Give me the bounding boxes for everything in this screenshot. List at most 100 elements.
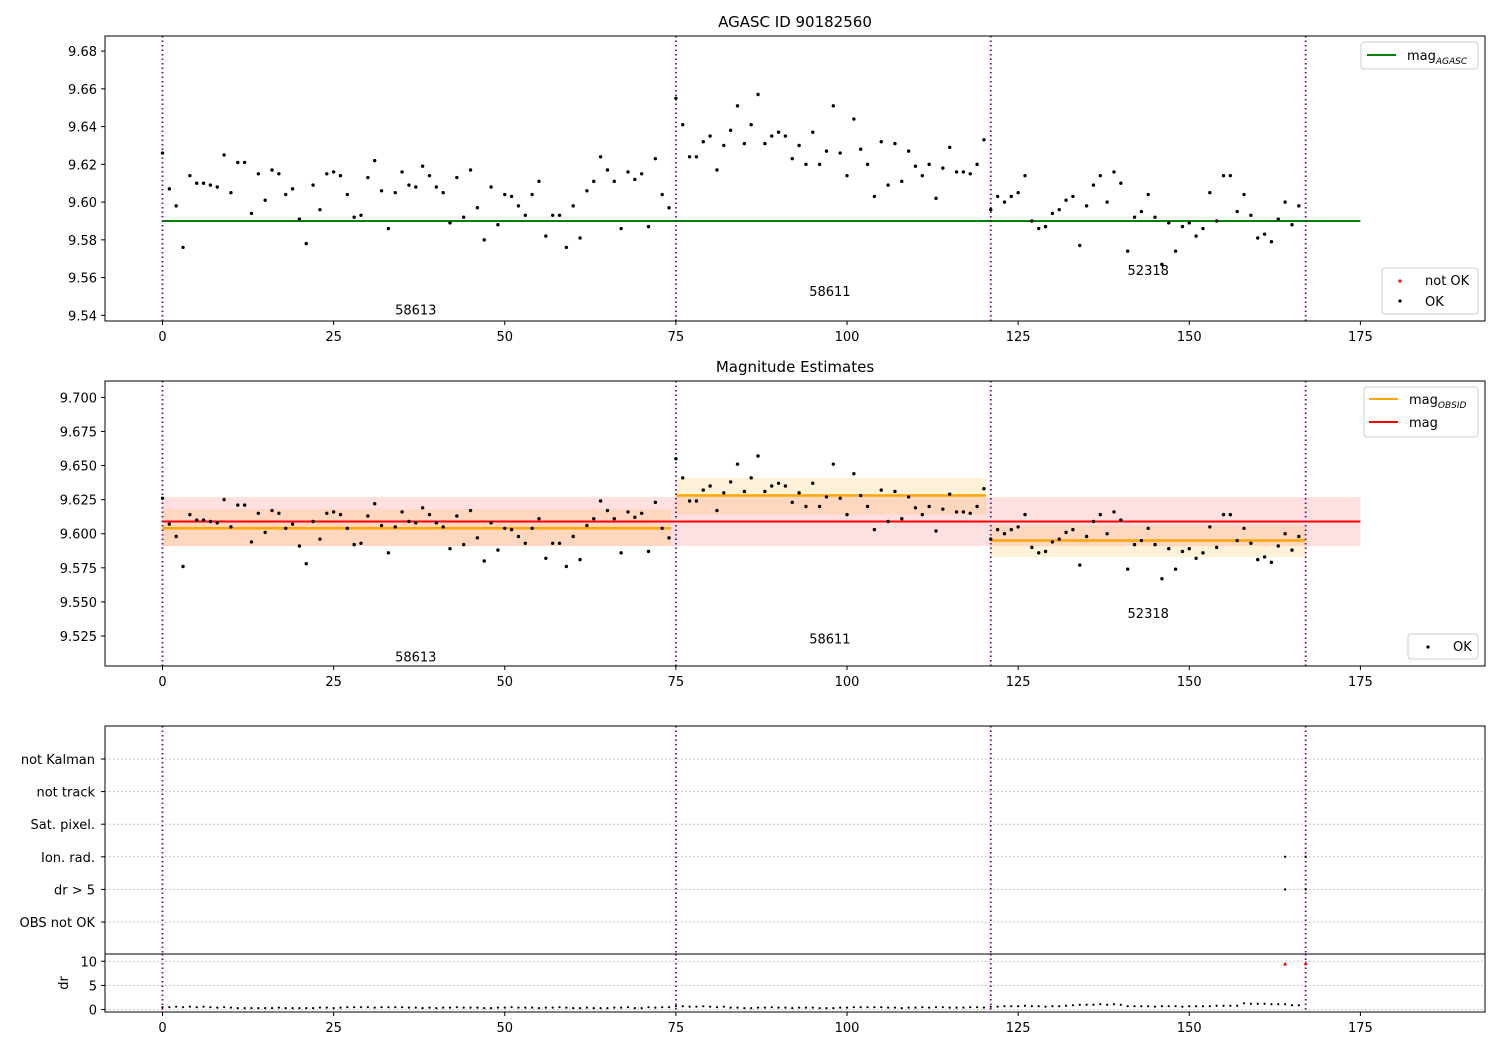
ok-point-61 — [578, 236, 582, 240]
dr-point-103 — [866, 1006, 869, 1009]
estimate-point-7 — [208, 519, 213, 524]
dr-point-7 — [209, 1006, 212, 1009]
ok-point-165 — [1290, 223, 1294, 227]
estimate-point-62 — [585, 523, 589, 528]
dr-point-39 — [428, 1006, 431, 1009]
ok-point-57 — [550, 213, 555, 218]
ok-point-85 — [742, 141, 747, 146]
ok-point-29 — [359, 213, 363, 218]
dr-point-28 — [353, 1006, 356, 1009]
ok-point-0 — [160, 151, 165, 155]
dr-point-59 — [565, 1006, 568, 1009]
ok-point-23 — [318, 207, 322, 212]
estimate-point-123 — [1002, 532, 1007, 536]
flag-label-0: not Kalman — [21, 753, 95, 768]
dr-point-154 — [1215, 1004, 1218, 1007]
ok-point-54 — [530, 192, 534, 197]
dr-point-68 — [626, 1006, 630, 1009]
magnitude-estimates-panel: Magnitude Estimates 58613 58611 52318 0 25 50… — [60, 358, 1486, 690]
ok-point-80 — [708, 134, 712, 138]
estimate-point-46 — [475, 536, 480, 540]
ok-point-75 — [674, 96, 678, 100]
ok-point-71 — [646, 224, 651, 229]
dr-point-66 — [613, 1006, 616, 1009]
panel2-legend-top: magOBSID mag — [1363, 386, 1479, 438]
ok-point-147 — [1167, 221, 1171, 225]
dr-point-47 — [483, 1007, 486, 1010]
ok-point-6 — [201, 181, 206, 185]
obs-label-0: 58613 — [395, 650, 436, 665]
ok-point-91 — [783, 134, 788, 138]
ok-point-99 — [838, 151, 842, 155]
dr-point-49 — [496, 1006, 500, 1009]
dr-point-54 — [531, 1006, 534, 1009]
ok-point-68 — [626, 170, 630, 174]
estimate-point-25 — [331, 510, 336, 514]
ok-point-150 — [1187, 221, 1191, 225]
dr-point-3 — [181, 1006, 185, 1009]
estimate-point-77 — [687, 499, 692, 503]
dr-point-107 — [893, 1006, 897, 1009]
estimate-point-23 — [318, 537, 322, 541]
dr-point-86 — [750, 1007, 753, 1010]
dr-not-ok-point-1 — [1303, 961, 1308, 966]
estimate-point-79 — [701, 488, 705, 492]
estimate-point-144 — [1146, 526, 1150, 530]
dr-point-106 — [886, 1006, 890, 1009]
estimate-point-112 — [927, 504, 931, 509]
estimate-point-53 — [523, 541, 527, 545]
dr-point-64 — [599, 1007, 602, 1010]
panel1-legend-top: magAGASC — [1360, 41, 1479, 70]
dr-point-127 — [1030, 1005, 1033, 1008]
svg-text:OK: OK — [1425, 295, 1444, 310]
estimate-point-28 — [352, 542, 356, 547]
ok-point-60 — [571, 204, 575, 208]
ok-point-131 — [1057, 207, 1061, 212]
y-tick-label-5: 9.64 — [68, 121, 97, 136]
ok-point-94 — [804, 162, 808, 167]
svg-text:magAGASC: magAGASC — [1407, 49, 1468, 67]
estimate-point-88 — [763, 489, 767, 494]
ok-point-161 — [1262, 232, 1267, 236]
estimate-point-140 — [1119, 518, 1123, 522]
estimate-point-159 — [1249, 541, 1253, 545]
estimate-point-26 — [338, 512, 343, 517]
dr-point-44 — [462, 1006, 465, 1009]
ok-point-129 — [1043, 224, 1048, 229]
ok-point-119 — [975, 162, 979, 167]
obs-label-0: 58613 — [395, 304, 436, 319]
estimate-point-55 — [537, 517, 541, 521]
dr-point-38 — [421, 1007, 424, 1010]
ok-point-103 — [865, 162, 870, 167]
ok-point-81 — [715, 168, 719, 172]
ok-point-98 — [831, 104, 836, 108]
svg-text:not OK: not OK — [1425, 274, 1470, 289]
ok-point-41 — [441, 190, 445, 195]
y-tick-label-7: 9.68 — [68, 45, 97, 60]
estimate-point-163 — [1276, 544, 1280, 548]
ok-point-58 — [557, 213, 562, 218]
estimate-point-95 — [811, 481, 815, 485]
dr-point-21 — [305, 1007, 308, 1010]
dr-point-43 — [455, 1006, 458, 1009]
ok-point-152 — [1201, 226, 1205, 231]
ok-point-39 — [427, 173, 432, 178]
ok-point-114 — [941, 166, 945, 170]
estimate-point-89 — [770, 484, 774, 488]
dr-point-156 — [1229, 1004, 1232, 1007]
ok-point-117 — [961, 170, 966, 174]
ok-point-25 — [331, 170, 336, 174]
estimate-point-38 — [420, 506, 425, 510]
estimate-point-64 — [598, 499, 603, 503]
dr-point-18 — [284, 1007, 287, 1010]
x-tick-label-0: 0 — [158, 1021, 166, 1036]
ok-point-120 — [982, 138, 986, 142]
panel1-legend-bottom: not OK OK — [1381, 267, 1479, 315]
dr-point-41 — [442, 1006, 445, 1009]
estimate-point-42 — [448, 547, 452, 551]
ok-point-86 — [749, 123, 753, 127]
ok-point-2 — [174, 204, 178, 208]
estimate-point-91 — [783, 484, 788, 488]
estimate-point-81 — [715, 508, 719, 513]
ok-point-13 — [249, 211, 254, 216]
